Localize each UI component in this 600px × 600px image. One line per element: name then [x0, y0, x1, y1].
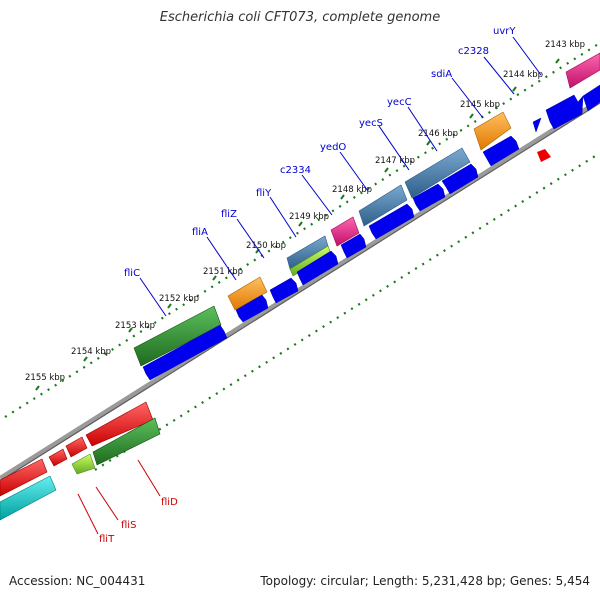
kbp-tick-label: 2147 kbp — [375, 156, 415, 166]
cds-arrow[interactable] — [441, 163, 479, 195]
gene-feature-steelblue[interactable] — [358, 184, 408, 227]
map-title: Escherichia coli CFT073, complete genome — [159, 10, 441, 25]
reverse-label-leaders — [77, 459, 161, 535]
cds-arrow[interactable] — [545, 94, 584, 130]
gene-feature-red[interactable] — [65, 436, 88, 458]
kbp-tick-label: 2155 kbp — [25, 373, 65, 383]
backbone — [0, 98, 600, 482]
gene-feature-magenta[interactable] — [565, 52, 600, 89]
cds-arrow[interactable] — [482, 135, 520, 167]
gene-feature-cyan[interactable] — [0, 475, 57, 521]
gene-label-fliA[interactable]: fliA — [192, 227, 208, 238]
inner-tick-row — [94, 152, 600, 471]
kbp-tick-label: 2153 kbp — [115, 321, 155, 331]
gene-feature-red[interactable] — [537, 149, 551, 162]
gene-feature-magenta[interactable] — [330, 216, 360, 247]
kbp-tick-label: 2146 kbp — [418, 129, 458, 139]
gene-feature-red[interactable] — [0, 458, 48, 497]
cds-arrow[interactable] — [142, 324, 228, 381]
accession-label: Accession: NC_004431 — [9, 574, 146, 588]
gene-label-c2328[interactable]: c2328 — [458, 46, 489, 57]
cds-arrow[interactable] — [412, 183, 446, 212]
kbp-tick-label: 2145 kbp — [460, 100, 500, 110]
cds-arrow[interactable] — [235, 294, 269, 323]
kbp-tick-label: 2152 kbp — [159, 294, 199, 304]
gene-label-fliZ[interactable]: fliZ — [221, 209, 237, 220]
gene-label-fliY[interactable]: fliY — [256, 188, 272, 199]
gene-label-c2334[interactable]: c2334 — [280, 165, 311, 176]
kbp-tick-label: 2150 kbp — [246, 241, 286, 251]
kbp-tick-label: 2154 kbp — [71, 347, 111, 357]
forward-features-outer — [133, 52, 600, 367]
gene-label-fliS[interactable]: fliS — [121, 520, 136, 531]
gene-label-fliD[interactable]: fliD — [161, 497, 178, 508]
outer-tick-row — [4, 42, 600, 418]
gene-label-fliT[interactable]: fliT — [99, 534, 115, 545]
major-ticks — [35, 58, 560, 391]
cds-arrow[interactable] — [269, 277, 299, 304]
reverse-features — [0, 149, 551, 521]
gene-label-sdiA[interactable]: sdiA — [431, 69, 452, 80]
gene-feature-red[interactable] — [48, 448, 68, 467]
gene-label-yecC[interactable]: yecC — [387, 97, 412, 108]
gene-feature-orange[interactable] — [473, 111, 512, 151]
gene-feature-steelblue[interactable] — [404, 147, 471, 199]
kbp-tick-label: 2144 kbp — [503, 70, 543, 80]
forward-cds-inner — [142, 84, 600, 381]
gene-label-fliC[interactable]: fliC — [124, 268, 140, 279]
kbp-tick-label: 2143 kbp — [545, 40, 585, 50]
gene-label-uvrY[interactable]: uvrY — [493, 26, 516, 37]
kbp-tick-label: 2149 kbp — [289, 212, 329, 222]
cds-arrow[interactable] — [340, 233, 367, 259]
kbp-tick-label: 2151 kbp — [203, 267, 243, 277]
cds-arrow[interactable] — [368, 203, 415, 240]
gene-feature-green[interactable] — [92, 417, 161, 466]
gene-feature-lightgreen[interactable] — [71, 453, 96, 475]
gene-label-yecS[interactable]: yecS — [359, 118, 383, 129]
gene-feature-green[interactable] — [133, 305, 222, 367]
cds-arrow[interactable] — [532, 117, 542, 133]
forward-label-leaders — [139, 36, 542, 317]
cds-arrow[interactable] — [582, 84, 600, 112]
topology-label: Topology: circular; Length: 5,231,428 bp… — [260, 574, 590, 588]
kbp-tick-label: 2148 kbp — [332, 185, 372, 195]
cds-arrow[interactable] — [296, 250, 339, 286]
gene-feature-orange[interactable] — [227, 276, 268, 311]
gene-label-yedO[interactable]: yedO — [320, 142, 346, 153]
